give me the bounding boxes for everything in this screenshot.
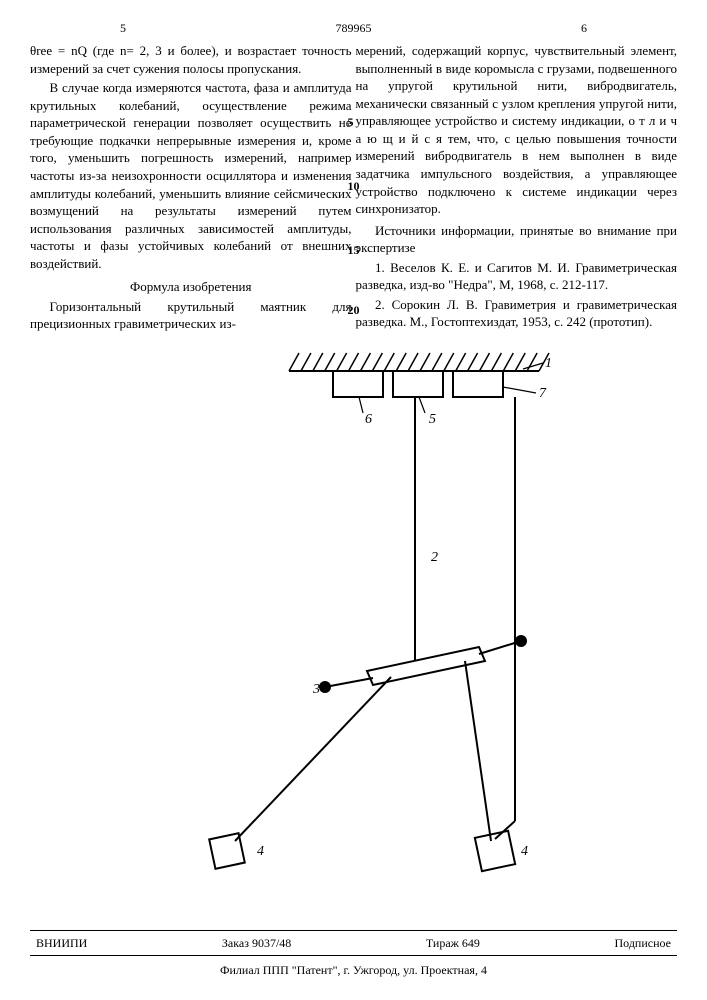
footer-tirazh: Тираж 649 — [426, 935, 480, 951]
footer-addr: Филиал ППП "Патент", г. Ужгород, ул. Про… — [30, 960, 677, 980]
footer-row: ВНИИПИ Заказ 9037/48 Тираж 649 Подписное — [30, 935, 677, 951]
figure-container: 1 7 5 6 2 3 4 4 — [30, 341, 677, 901]
source-2: 2. Сорокин Л. В. Гравиметрия и гравиметр… — [356, 296, 678, 331]
text-columns: θree = nQ (где n= 2, 3 и более), и возра… — [30, 42, 677, 335]
hatch-tick — [479, 353, 489, 371]
pendulum-diagram: 1 7 5 6 2 3 4 4 — [139, 341, 569, 901]
hatch-tick — [324, 353, 334, 371]
figure-label: 4 — [257, 844, 264, 859]
hatch-tick — [336, 353, 346, 371]
leader-1 — [503, 387, 536, 393]
top-box-0 — [333, 371, 383, 397]
hatch-tick — [384, 353, 394, 371]
hatch-tick — [300, 353, 310, 371]
weight-left — [209, 833, 245, 869]
page: 5 789965 6 θree = nQ (где n= 2, 3 и боле… — [0, 0, 707, 1000]
figure-label: 2 — [431, 550, 438, 565]
hatch-tick — [360, 353, 370, 371]
hatch-tick — [467, 353, 477, 371]
footer-order: Заказ 9037/48 — [222, 935, 291, 951]
right-column: мерений, содержащий корпус, чувствительн… — [356, 42, 678, 335]
hatch-tick — [312, 353, 322, 371]
hatch-tick — [348, 353, 358, 371]
hatch-tick — [289, 353, 299, 371]
top-box-2 — [453, 371, 503, 397]
source-1: 1. Веселов К. Е. и Сагитов М. И. Гравиме… — [356, 259, 678, 294]
hatch-tick — [491, 353, 501, 371]
footer-org: ВНИИПИ — [36, 935, 87, 951]
right-p1: мерений, содержащий корпус, чувствительн… — [356, 42, 678, 217]
arm-right2b — [495, 821, 515, 839]
hatch-tick — [419, 353, 429, 371]
left-column: θree = nQ (где n= 2, 3 и более), и возра… — [30, 42, 352, 335]
figure-label: 3 — [312, 682, 320, 697]
beam-end-l — [319, 681, 331, 693]
figure-label: 5 — [429, 412, 436, 427]
formula-title: Формула изобретения — [30, 278, 352, 296]
hatch-tick — [372, 353, 382, 371]
top-box-1 — [393, 371, 443, 397]
page-num-left: 5 — [120, 20, 126, 36]
left-p3: Горизонтальный крутильный маятник для пр… — [30, 298, 352, 333]
weight-right — [474, 831, 514, 871]
footer-rule-top — [30, 930, 677, 931]
header-row: 5 789965 6 — [30, 20, 677, 36]
doc-number: 789965 — [336, 20, 372, 36]
hatch-tick — [455, 353, 465, 371]
arm-left — [235, 677, 391, 841]
hatch-tick — [396, 353, 406, 371]
hatch-tick — [443, 353, 453, 371]
hatch-tick — [408, 353, 418, 371]
hatch-tick — [527, 353, 537, 371]
page-num-right: 6 — [581, 20, 587, 36]
beam-arm-l — [325, 678, 373, 687]
left-p1: θree = nQ (где n= 2, 3 и более), и возра… — [30, 42, 352, 77]
beam-end-r — [515, 635, 527, 647]
figure-label: 6 — [365, 412, 372, 427]
leader-3 — [359, 397, 363, 413]
hatch-tick — [503, 353, 513, 371]
hatch-tick — [431, 353, 441, 371]
arm-right — [465, 661, 491, 841]
leader-2 — [419, 397, 425, 413]
footer-rule-mid — [30, 955, 677, 956]
left-p2: В случае когда измеряются частота, фаза … — [30, 79, 352, 272]
figure-label: 4 — [521, 844, 528, 859]
footer: ВНИИПИ Заказ 9037/48 Тираж 649 Подписное… — [30, 926, 677, 980]
footer-sign: Подписное — [615, 935, 672, 951]
figure-label: 1 — [545, 356, 552, 371]
sources-title: Источники информации, принятые во вниман… — [356, 222, 678, 257]
figure-label: 7 — [539, 386, 547, 401]
